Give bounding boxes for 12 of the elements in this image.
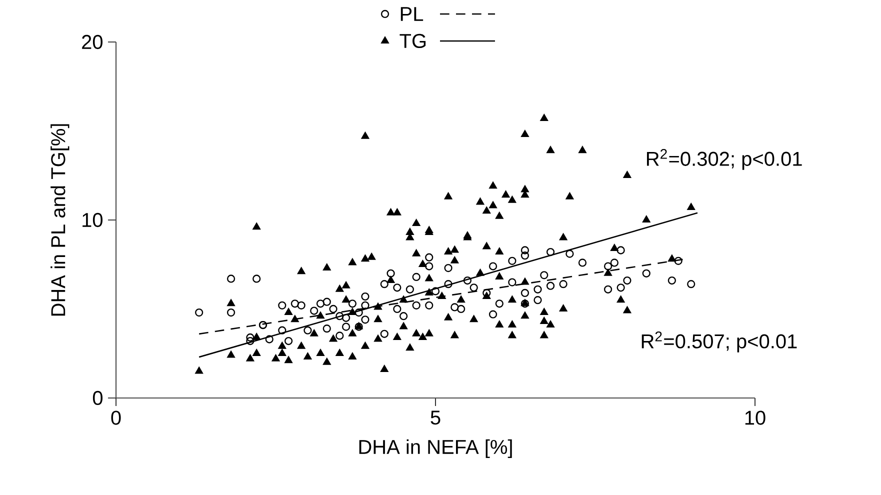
legend-label: TG [400,34,426,48]
y-axis-title: DHA in PL and TG[%] [50,124,70,316]
x-tick-label: 0 [111,410,121,425]
y-tick-label: 10 [82,212,103,228]
legend-label: PL [400,7,424,21]
y-tick-label: 20 [82,34,103,50]
x-tick-label: 10 [745,410,766,425]
annotation: R$^{2}$=0.507; p<0.01 [642,331,797,352]
x-tick-label: 5 [430,410,440,425]
y-tick-label: 0 [92,390,103,406]
annotation: R$^{2}$=0.302; p<0.01 [646,149,802,170]
x-axis-title: DHA in NEFA [%] [359,439,512,458]
